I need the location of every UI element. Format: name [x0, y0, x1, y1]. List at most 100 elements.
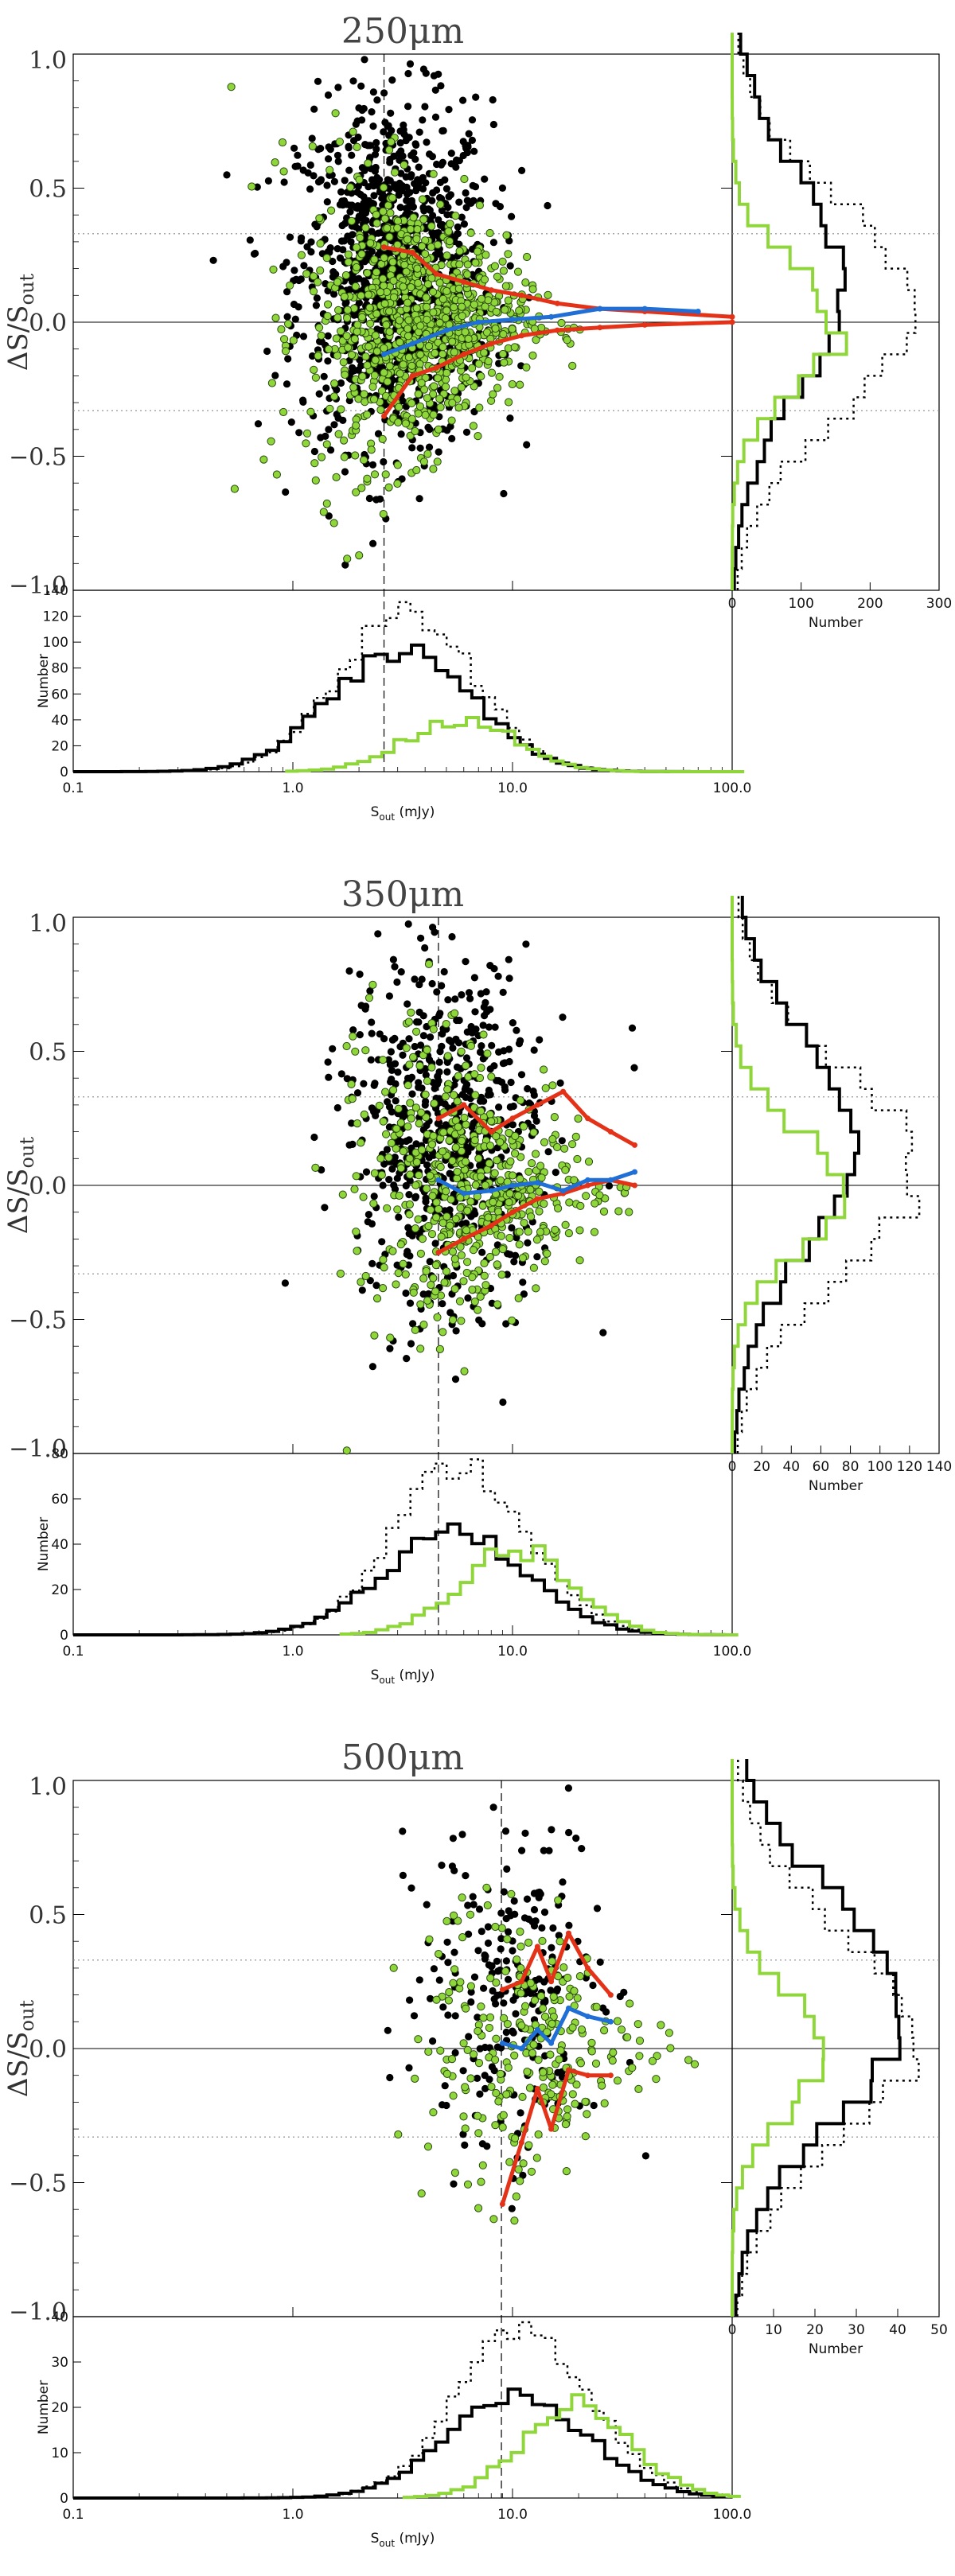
- green-point: [427, 1281, 435, 1290]
- black-point: [503, 1865, 511, 1873]
- black-point: [299, 396, 307, 404]
- black-point: [314, 77, 322, 85]
- black-point: [505, 975, 513, 983]
- green-point: [461, 2124, 470, 2133]
- black-point: [484, 1091, 493, 1099]
- black-point: [436, 193, 444, 202]
- green-point: [459, 1277, 468, 1286]
- black-point: [283, 313, 291, 321]
- black-point: [505, 955, 513, 963]
- green-point: [364, 290, 372, 299]
- green-point: [450, 2169, 460, 2177]
- hist-y-tick-label: 0: [60, 2491, 68, 2507]
- black-point: [515, 1040, 524, 1048]
- green-point: [575, 1226, 584, 1235]
- green-point: [498, 257, 507, 266]
- green-point: [349, 1032, 357, 1041]
- green-point: [427, 1063, 436, 1072]
- black-point: [497, 1945, 505, 1953]
- black-point: [419, 1012, 427, 1020]
- red-lower-line-marker: [461, 1235, 467, 1242]
- green-point: [343, 555, 352, 563]
- green-point: [357, 1278, 365, 1286]
- green-point: [529, 1263, 539, 1272]
- black-point: [333, 245, 341, 253]
- green-point: [439, 1219, 447, 1228]
- green-point: [435, 1950, 443, 1959]
- black-point: [593, 1905, 602, 1913]
- red-upper-line-marker: [566, 1930, 571, 1936]
- green-point: [432, 1995, 441, 2004]
- green-point: [316, 266, 325, 275]
- black-point: [523, 441, 531, 449]
- y-tick-label: 0.0: [29, 309, 67, 337]
- green-point: [508, 325, 516, 333]
- hist-y-tick-label: 120: [43, 609, 68, 625]
- hist-frame: [72, 1453, 733, 1636]
- black-point: [505, 1928, 513, 1936]
- black-point: [511, 1910, 519, 1918]
- black-point: [345, 967, 353, 975]
- green-point: [360, 390, 368, 399]
- green-point: [351, 1047, 360, 1056]
- green-point: [590, 1228, 599, 1236]
- green-point: [496, 1138, 505, 1146]
- green-point: [523, 252, 532, 262]
- black-point: [414, 184, 422, 192]
- green-point: [513, 267, 523, 276]
- green-point: [448, 399, 457, 407]
- green-point: [521, 278, 530, 287]
- green-point: [340, 436, 349, 445]
- black-point: [441, 2082, 449, 2090]
- green-point: [389, 293, 399, 302]
- black-point: [306, 185, 314, 193]
- green-point: [539, 2068, 548, 2076]
- black-point: [474, 2074, 481, 2082]
- green-point: [368, 980, 377, 989]
- green-point: [623, 2033, 632, 2041]
- green-point: [563, 1973, 572, 1983]
- black-point: [454, 223, 462, 231]
- green-point: [516, 1096, 525, 1105]
- black-point: [518, 166, 526, 174]
- black-point: [426, 1258, 434, 1266]
- blue-median-line-marker: [518, 2045, 524, 2052]
- green-point: [518, 1254, 528, 1263]
- green-point: [349, 127, 357, 136]
- green-point: [519, 1122, 528, 1131]
- green-point: [564, 1229, 574, 1238]
- green-point: [337, 405, 345, 414]
- green-point: [427, 222, 436, 231]
- black-point: [364, 1211, 372, 1219]
- black-point: [492, 2000, 500, 2008]
- black-point: [439, 1300, 446, 1308]
- green-point: [600, 2026, 609, 2035]
- black-point: [446, 1309, 454, 1317]
- black-point: [325, 426, 333, 434]
- black-point: [403, 190, 411, 198]
- black-point: [521, 1829, 529, 1837]
- black-point: [439, 2101, 446, 2109]
- green-point: [492, 307, 501, 316]
- black-point: [310, 1133, 318, 1142]
- green-point: [446, 1195, 455, 1204]
- green-point: [469, 1246, 478, 1255]
- green-point: [396, 1119, 405, 1127]
- green-point: [474, 360, 483, 368]
- red-lower-line-marker: [518, 333, 524, 339]
- black-point: [496, 203, 505, 211]
- black-point: [374, 430, 383, 438]
- scatter-points: [281, 920, 638, 1455]
- green-point: [480, 1271, 489, 1280]
- black-point: [283, 288, 291, 296]
- green-point: [458, 1136, 466, 1146]
- red-lower-line-marker: [381, 413, 387, 419]
- red-lower-line-marker: [499, 2201, 505, 2207]
- green-point: [341, 370, 349, 379]
- green-point: [561, 1220, 570, 1229]
- red-upper-line-marker: [461, 278, 467, 285]
- green-point: [528, 2049, 537, 2057]
- black-point: [367, 1056, 375, 1064]
- green-point: [427, 1140, 437, 1149]
- green-point: [463, 1258, 472, 1267]
